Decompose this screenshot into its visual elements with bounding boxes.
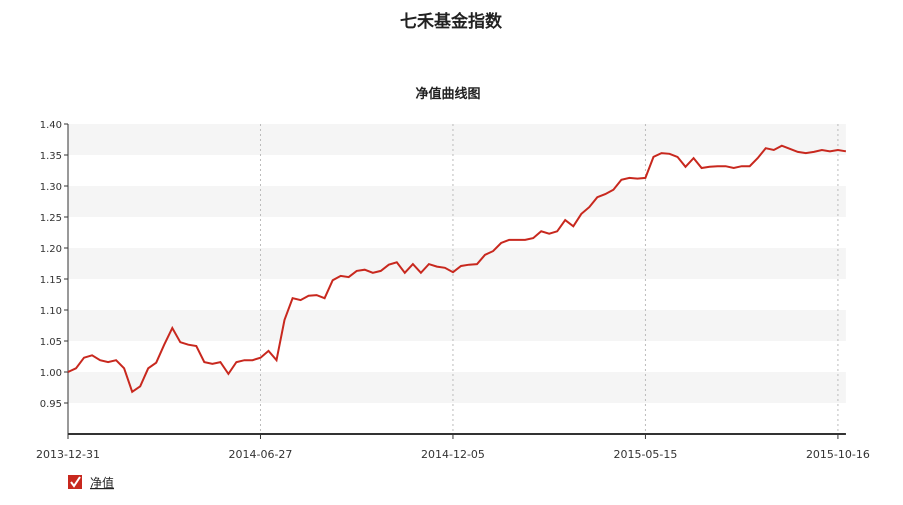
- y-tick-label: 1.40: [40, 120, 62, 131]
- legend-label: 净值: [90, 475, 114, 490]
- y-tick-label: 1.10: [40, 306, 62, 317]
- grid-band: [68, 310, 846, 341]
- y-tick-label: 1.25: [40, 213, 62, 224]
- chart-title: 七禾基金指数: [400, 11, 503, 32]
- y-tick-label: 1.00: [40, 368, 62, 379]
- x-tick-label: 2013-12-31: [36, 448, 100, 461]
- x-tick-label: 2015-10-16: [806, 448, 870, 461]
- y-tick-label: 1.30: [40, 182, 62, 193]
- series-line: [67, 144, 847, 394]
- chart-subtitle: 净值曲线图: [415, 86, 480, 102]
- y-tick-label: 1.05: [40, 337, 62, 348]
- y-tick-label: 1.20: [40, 244, 62, 255]
- grid-band: [68, 248, 846, 279]
- y-tick-label: 0.95: [40, 399, 62, 410]
- y-tick-label: 1.35: [40, 151, 62, 162]
- legend-check: [70, 476, 81, 488]
- grid-band: [68, 124, 846, 155]
- x-tick-label: 2014-06-27: [229, 448, 293, 461]
- x-tick-label: 2015-05-15: [613, 448, 677, 461]
- grid-band: [68, 186, 846, 217]
- grid-band: [68, 372, 846, 403]
- x-tick-label: 2014-12-05: [421, 448, 485, 461]
- y-tick-label: 1.15: [40, 275, 62, 286]
- legend-item[interactable]: 净值: [68, 475, 114, 490]
